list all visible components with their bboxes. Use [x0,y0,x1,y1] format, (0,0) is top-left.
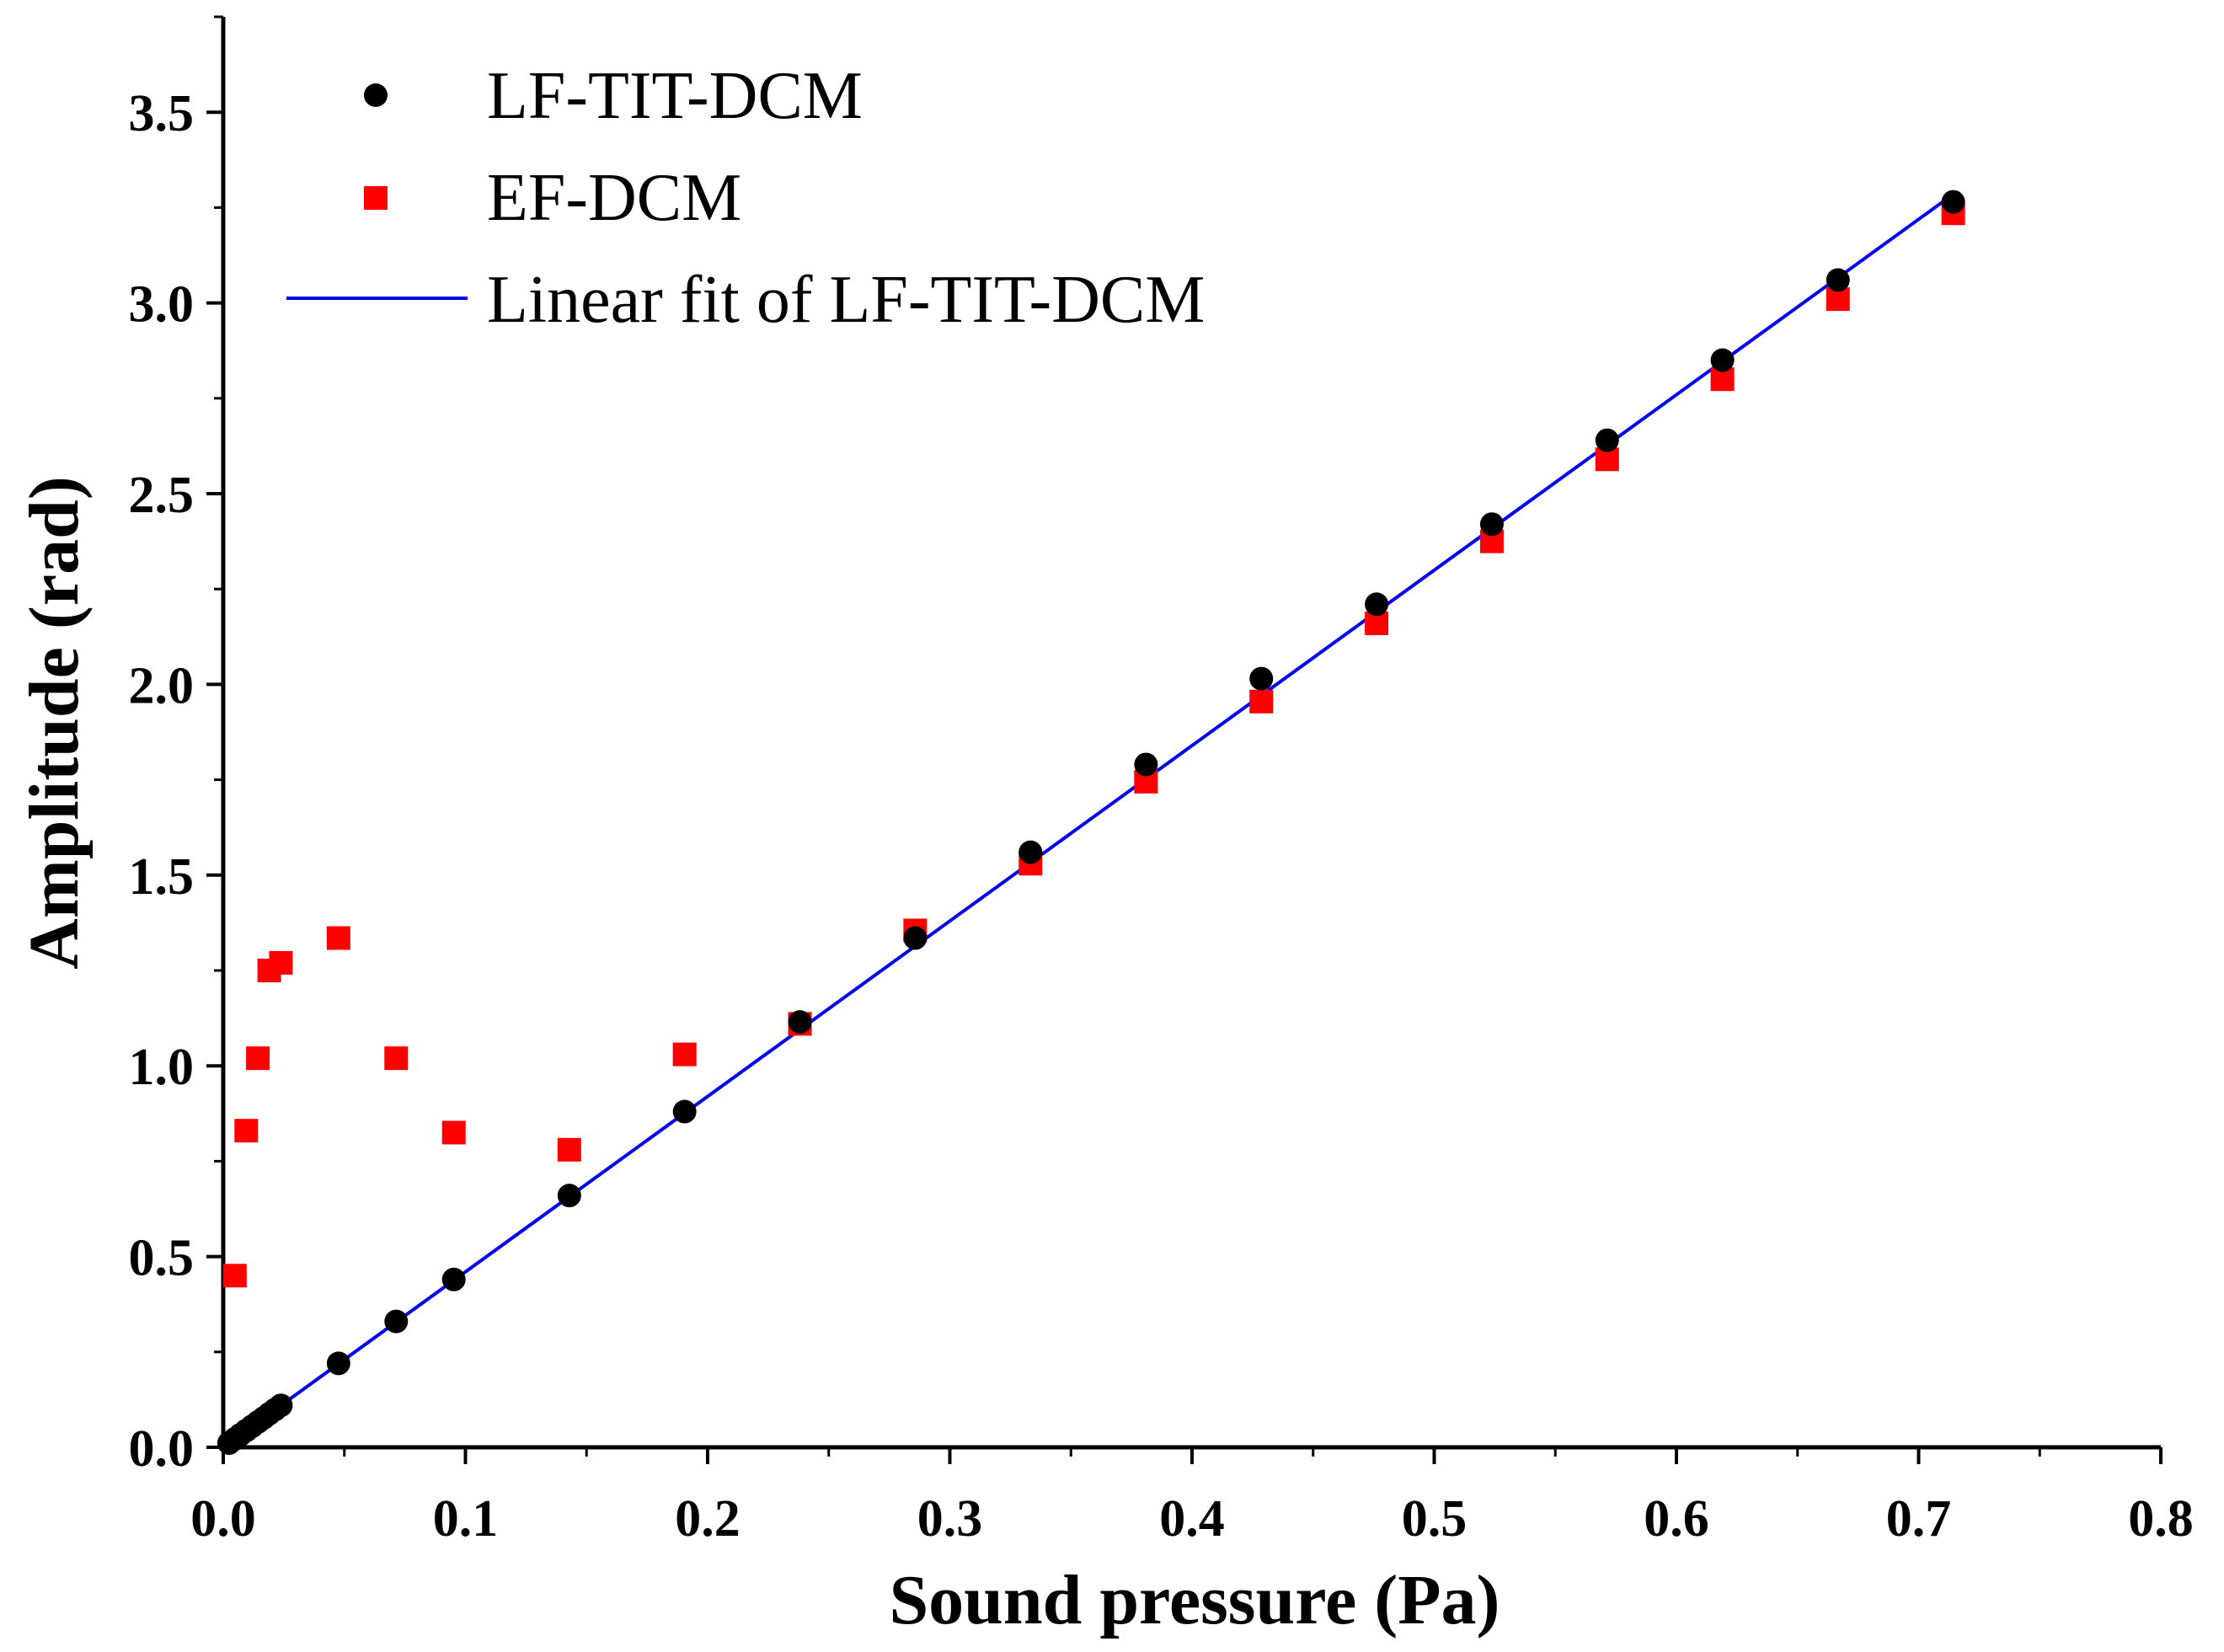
ef-dcm-point [269,950,293,975]
lf-tit-dcm-point [1249,666,1274,691]
lf-tit-dcm-point [1710,348,1735,372]
lf-tit-dcm-point [1595,428,1619,452]
y-tick-label: 3.5 [129,85,195,142]
ef-dcm-point [222,1264,247,1288]
lf-tit-dcm-point [1134,752,1158,777]
ticks-group: 0.0 0.1 0.2 0.3 0.4 0.5 0.6 0.7 0.8 0.0 0.5 1.0 1.5 2… [129,15,2194,1548]
y-tick-label: 0.0 [129,1420,195,1478]
x-axis-title: Sound pressure (Pa) [889,1561,1500,1639]
ef-dcm-point [1249,689,1274,714]
x-tick-label: 0.3 [917,1490,983,1548]
lf-tit-dcm-point [557,1184,581,1208]
lf-tit-dcm-point [1018,840,1043,864]
lf-tit-dcm-point [269,1393,293,1418]
legend-symbol-ef-dcm [364,186,388,210]
ef-dcm-point [246,1046,270,1071]
lf-tit-dcm-point [1365,592,1389,617]
lf-tit-dcm-point [1941,190,1965,214]
x-tick-label: 0.1 [433,1490,499,1548]
lf-tit-dcm-point [672,1099,697,1124]
ef-dcm-point [326,926,350,950]
fit-line [222,192,1954,1449]
ef-dcm-point [557,1137,581,1162]
y-tick-label: 2.5 [129,467,195,524]
lf-tit-dcm-point [1479,512,1504,537]
legend-label-lf-tit-dcm: LF-TIT-DCM [487,59,863,133]
y-tick-label: 1.0 [129,1039,195,1096]
y-tick-label: 2.0 [129,657,195,714]
ef-dcm-point [384,1046,409,1071]
lf-tit-dcm-point [788,1010,812,1035]
x-tick-label: 0.4 [1159,1490,1225,1548]
lf-tit-dcm-point [903,926,928,950]
y-tick-label: 3.0 [129,276,195,334]
ef-dcm-point [234,1119,259,1143]
lf-tit-dcm-point [326,1351,350,1376]
legend: LF-TIT-DCM EF-DCM Linear fit of LF-TIT-D… [286,59,1205,337]
lf-tit-dcm-point [1826,268,1850,292]
x-tick-label: 0.2 [675,1490,740,1548]
legend-label-ef-dcm: EF-DCM [487,161,741,235]
y-axis-title: Amplitude (rad) [15,476,94,970]
ef-dcm-point [441,1120,466,1145]
y-tick-label: 1.5 [129,848,195,906]
x-tick-label: 0.0 [190,1490,256,1548]
y-tick-label: 0.5 [129,1230,195,1287]
legend-label-linear-fit: Linear fit of LF-TIT-DCM [487,263,1205,337]
x-tick-label: 0.6 [1644,1490,1709,1548]
ef-dcm-point [672,1042,697,1067]
series-lf-tit-dcm [217,190,1965,1456]
lf-tit-dcm-point [441,1267,466,1291]
legend-symbol-lf-tit-dcm [364,83,388,107]
x-tick-label: 0.5 [1402,1490,1468,1548]
lf-tit-dcm-point [384,1309,409,1334]
x-tick-label: 0.8 [2128,1490,2194,1548]
x-tick-label: 0.7 [1886,1490,1952,1548]
fit-line-group [222,192,1954,1449]
